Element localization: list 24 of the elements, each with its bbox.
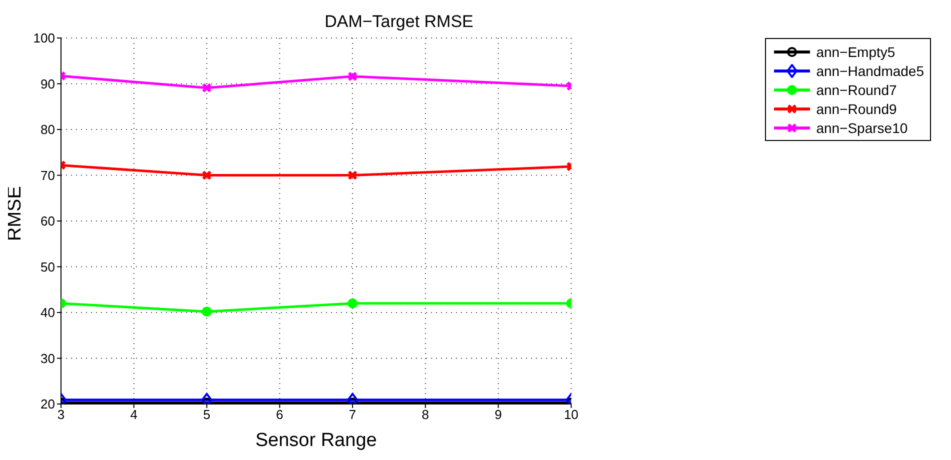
x-tick-label: 9 [494,407,502,422]
y-tick-label: 20 [40,396,55,412]
legend-label: ann−Round9 [816,100,897,116]
y-tick-label: 90 [40,76,55,92]
x-tick-label: 4 [130,407,138,422]
x-tick-label: 3 [57,407,65,422]
legend-label: ann−Sparse10 [816,120,908,136]
chart-title: DAM−Target RMSE [324,12,474,32]
x-tick-label: 5 [203,407,210,422]
y-tick-label: 50 [40,259,55,274]
y-tick-label: 70 [40,168,55,183]
x-tick-label: 10 [564,407,578,422]
y-tick-label: 40 [40,305,55,320]
x-axis-title: Sensor Range [255,430,377,451]
legend-label: ann−Round7 [816,82,897,98]
y-tick-label: 100 [33,30,55,46]
legend-label: ann−Handmade5 [816,62,924,78]
x-tick-label: 6 [276,407,284,422]
x-tick-label: 7 [348,407,356,422]
legend-label: ann−Empty5 [816,44,896,60]
y-tick-label: 60 [40,214,55,229]
x-tick-label: 8 [422,407,430,422]
y-tick-label: 80 [40,122,55,138]
y-tick-label: 30 [40,350,55,366]
